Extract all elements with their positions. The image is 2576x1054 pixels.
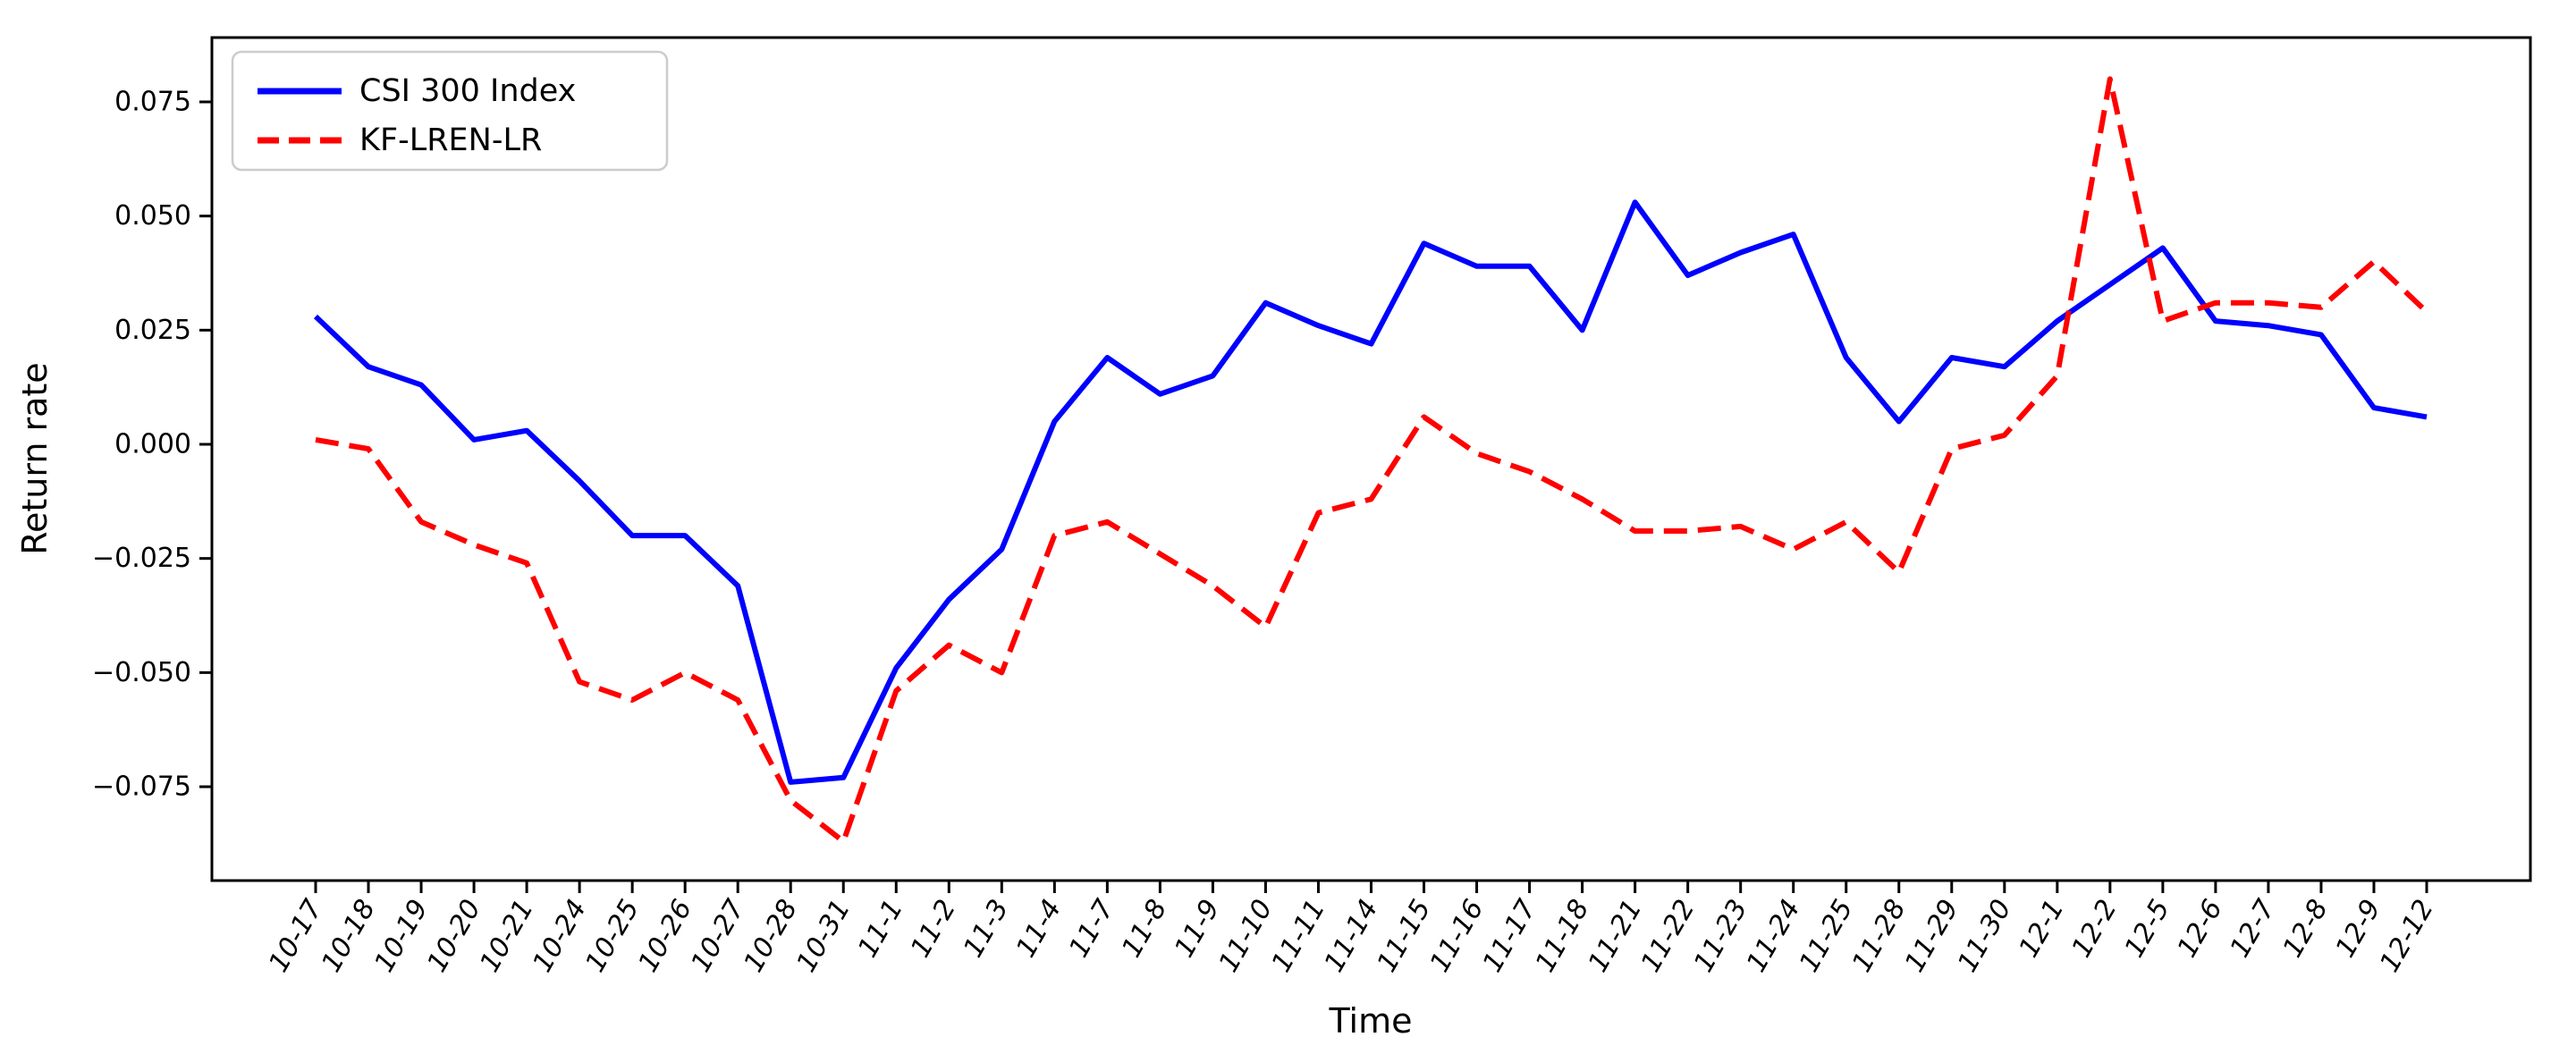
x-tick-label: 10-31 (790, 895, 857, 978)
y-tick-label: 0.025 (114, 315, 191, 346)
series-lines (313, 76, 2429, 845)
x-tick-label: 12-6 (2171, 895, 2228, 963)
x-tick-label: 12-8 (2277, 895, 2335, 963)
x-tick-label: 11-2 (905, 895, 962, 963)
y-axis-tick-labels: 0.075 0.050 0.025 0.000 −0.025 −0.050 −0.075 (92, 86, 191, 802)
x-axis-tick-labels: 10-1710-1810-1910-2010-2110-2410-2510-26… (263, 895, 2440, 978)
x-tick-label: 11-4 (1010, 895, 1068, 963)
x-tick-label: 10-25 (579, 895, 646, 978)
x-tick-label: 11-23 (1688, 895, 1754, 978)
x-tick-label: 11-1 (852, 895, 909, 963)
y-tick-label: 0.000 (114, 429, 191, 460)
x-tick-label: 11-14 (1319, 895, 1385, 978)
x-tick-label: 11-8 (1116, 895, 1173, 963)
x-tick-label: 11-21 (1583, 895, 1649, 978)
x-tick-label: 10-27 (685, 895, 751, 978)
x-tick-label: 12-1 (2013, 895, 2070, 963)
series-line-kf-lren-lr (315, 76, 2429, 845)
x-tick-label: 11-25 (1794, 895, 1860, 978)
x-tick-label: 12-12 (2374, 895, 2440, 978)
x-tick-label: 11-30 (1952, 895, 2018, 978)
x-tick-label: 10-28 (738, 895, 804, 978)
x-tick-label: 11-3 (958, 895, 1015, 963)
y-tick-label: −0.075 (92, 772, 191, 803)
x-tick-label: 11-18 (1530, 895, 1596, 978)
x-tick-label: 10-20 (421, 895, 487, 978)
x-tick-label: 11-7 (1063, 895, 1120, 963)
x-axis-ticks (314, 881, 2428, 893)
series-line-csi-300-index (313, 199, 2428, 785)
y-tick-label: 0.050 (114, 200, 191, 232)
x-tick-label: 11-10 (1212, 895, 1279, 978)
x-tick-label: 10-24 (527, 895, 593, 978)
x-tick-label: 11-28 (1846, 895, 1913, 978)
x-tick-label: 11-16 (1424, 895, 1491, 978)
x-tick-label: 12-2 (2065, 895, 2123, 963)
x-tick-label: 12-7 (2224, 895, 2281, 963)
x-tick-label: 10-19 (368, 895, 435, 978)
legend-label-csi300: CSI 300 Index (359, 73, 576, 109)
x-tick-label: 10-17 (263, 895, 329, 978)
x-axis-label: Time (1329, 1001, 1413, 1041)
x-tick-label: 10-18 (316, 895, 382, 978)
x-tick-label: 10-21 (474, 895, 540, 978)
x-tick-label: 11-24 (1741, 895, 1807, 978)
y-tick-label: 0.075 (114, 86, 191, 117)
y-tick-label: −0.025 (92, 543, 191, 574)
legend: CSI 300 Index KF-LREN-LR (231, 50, 669, 172)
x-tick-label: 11-22 (1635, 895, 1702, 978)
x-tick-label: 11-11 (1265, 895, 1331, 978)
y-axis-ticks (199, 100, 212, 788)
y-axis-label: Return rate (15, 362, 55, 554)
y-tick-label: −0.050 (92, 657, 191, 688)
x-tick-label: 12-5 (2118, 895, 2175, 963)
x-tick-label: 11-17 (1477, 895, 1543, 978)
x-tick-label: 11-29 (1899, 895, 1965, 978)
x-tick-label: 10-26 (632, 895, 698, 978)
x-tick-label: 11-15 (1372, 895, 1438, 978)
legend-label-kflrenlr: KF-LREN-LR (359, 122, 542, 158)
